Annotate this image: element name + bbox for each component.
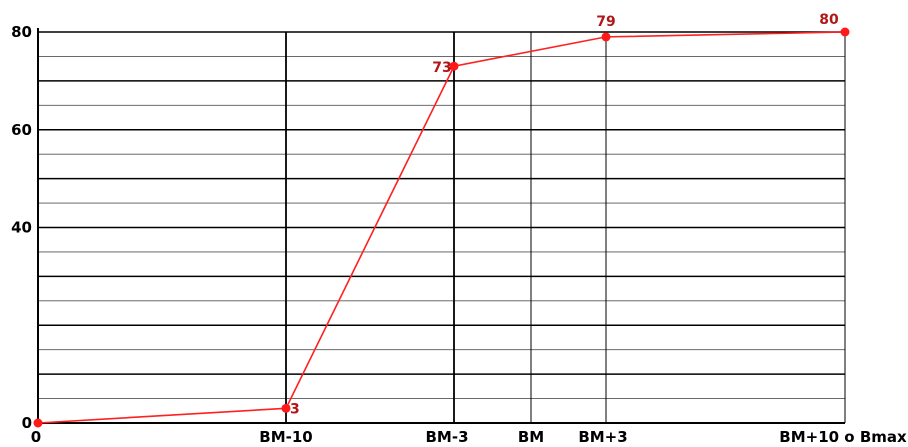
x-tick-label: BM [518,428,544,446]
y-tick-label: 40 [11,219,32,237]
x-tick-labels: 0 BM-10 BM-3 BM BM+3 BM+10 o Bmax [31,428,907,446]
x-tick-label: BM+10 o Bmax [779,428,907,446]
data-point [449,61,459,71]
data-point [840,27,850,37]
data-point [281,403,291,413]
axes [37,28,845,424]
data-label: 79 [596,14,615,30]
y-tick-labels: 0 40 60 80 [11,23,32,432]
y-tick-label: 0 [22,414,32,432]
data-point [601,32,611,42]
data-point [33,418,43,428]
x-tick-label: 0 [31,428,41,446]
grid [38,31,846,423]
data-label: 73 [432,60,451,76]
y-tick-label: 60 [11,121,32,139]
y-tick-label: 80 [11,23,32,41]
data-points [33,27,850,428]
x-tick-label: BM+3 [578,428,627,446]
x-tick-label: BM-3 [425,428,468,446]
data-label: 3 [290,401,300,417]
data-label: 80 [819,12,839,28]
data-labels: 3 73 79 80 [290,12,839,417]
x-tick-label: BM-10 [259,428,312,446]
